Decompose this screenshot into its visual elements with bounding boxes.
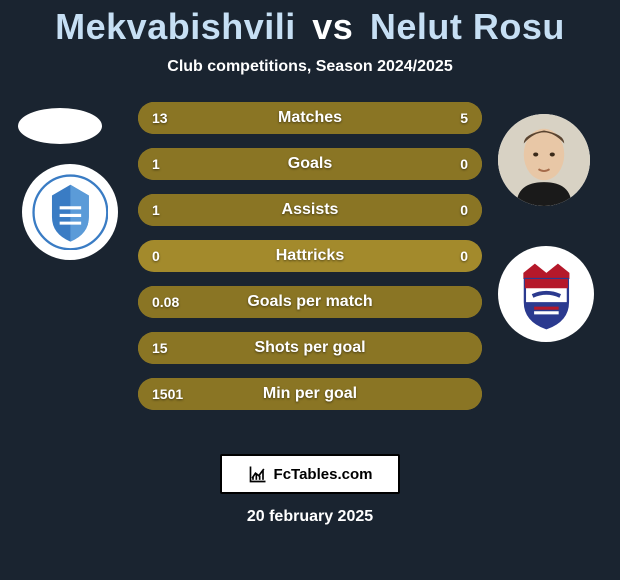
stat-value-left: 1 <box>152 202 160 218</box>
stat-value-right: 0 <box>460 248 468 264</box>
stat-bar: Min per goal1501 <box>138 378 482 410</box>
stat-value-left: 13 <box>152 110 168 126</box>
stat-label: Min per goal <box>138 385 482 403</box>
stat-label: Goals per match <box>138 293 482 311</box>
stat-label: Shots per goal <box>138 339 482 357</box>
crest-club1 <box>22 164 118 260</box>
brand-box: FcTables.com <box>220 454 400 494</box>
player2-face-icon <box>498 114 590 206</box>
brand-chart-icon <box>248 464 268 484</box>
stat-bar: Assists1 0 <box>138 194 482 226</box>
crest-club2-icon <box>508 256 585 333</box>
stat-value-right: 5 <box>460 110 468 126</box>
main-area: Matches135Goals10Assists10Hattricks00Goa… <box>0 76 620 580</box>
stat-value-right: 0 <box>460 202 468 218</box>
brand-text: FcTables.com <box>274 466 373 483</box>
stat-bar: Goals1 0 <box>138 148 482 180</box>
stat-value-left: 1 <box>152 156 160 172</box>
stat-value-right: 0 <box>460 156 468 172</box>
title-vs: vs <box>312 6 353 47</box>
avatar-player1 <box>18 108 102 144</box>
stat-value-left: 1501 <box>152 386 183 402</box>
content-root: Mekvabishvili vs Nelut Rosu Club competi… <box>0 0 620 580</box>
stat-label: Assists <box>138 201 482 219</box>
title-player1: Mekvabishvili <box>55 6 296 47</box>
stat-value-left: 15 <box>152 340 168 356</box>
title-player2: Nelut Rosu <box>370 6 565 47</box>
stat-bar: Hattricks0 0 <box>138 240 482 272</box>
stat-label: Matches <box>138 109 482 127</box>
stat-bar: Shots per goal15 <box>138 332 482 364</box>
stat-label: Goals <box>138 155 482 173</box>
crest-club2 <box>498 246 594 342</box>
date-text: 20 february 2025 <box>0 508 620 526</box>
subtitle: Club competitions, Season 2024/2025 <box>167 58 452 76</box>
page-title: Mekvabishvili vs Nelut Rosu <box>55 6 565 48</box>
stat-label: Hattricks <box>138 247 482 265</box>
stat-bar: Matches13 5 <box>138 102 482 134</box>
crest-club1-icon <box>32 174 109 251</box>
stat-bars: Matches135Goals10Assists10Hattricks00Goa… <box>138 102 482 410</box>
stat-value-left: 0 <box>152 248 160 264</box>
stat-value-left: 0.08 <box>152 294 179 310</box>
avatar-player2 <box>498 114 590 206</box>
stat-bar: Goals per match0.08 <box>138 286 482 318</box>
